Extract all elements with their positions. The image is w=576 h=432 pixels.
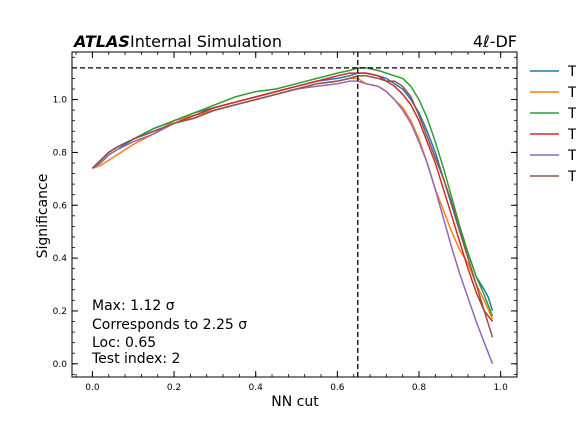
series-line-2 (92, 77, 494, 320)
x-tick-label: 0.8 (412, 383, 427, 393)
legend-label-5: T (567, 148, 576, 164)
y-tick-label: 0.0 (53, 360, 68, 370)
annotation-max: Max: 1.12 σ (92, 298, 175, 314)
legend-label-1: T (567, 64, 576, 80)
annotation-corresponds: Corresponds to 2.25 σ (92, 317, 247, 333)
series-line-1 (91, 72, 494, 312)
legend-label-4: T (567, 127, 576, 143)
x-tick-label: 0.0 (85, 383, 100, 393)
x-tick-label: 1.0 (494, 383, 509, 393)
y-tick-label: 0.6 (53, 201, 68, 211)
series-line-6 (91, 75, 494, 338)
y-tick-label: 1.0 (53, 96, 68, 106)
y-tick-label: 0.4 (53, 254, 68, 264)
legend-label-6: T (567, 169, 576, 185)
y-axis-label: Significance (35, 174, 51, 259)
x-axis-label: NN cut (271, 394, 319, 410)
series-lines (91, 67, 494, 365)
internal-simulation-label: Internal Simulation (130, 32, 282, 51)
atlas-label: ATLAS (72, 32, 130, 51)
x-tick-label: 0.2 (167, 383, 181, 393)
y-tick-label: 0.8 (53, 148, 68, 158)
ticks: 0.0 0.2 0.4 0.6 0.8 1.0 0.0 0.2 0.4 0.6 0.8 1.0 (53, 52, 517, 393)
annotation-loc: Loc: 0.65 (92, 335, 156, 351)
x-tick-label: 0.4 (249, 383, 264, 393)
series-line-3 (91, 67, 494, 317)
x-tick-label: 0.6 (330, 383, 345, 393)
legend-label-2: T (567, 85, 576, 101)
legend-label-3: T (567, 106, 576, 122)
annotation-test-index: Test index: 2 (91, 351, 180, 367)
channel-label: 4ℓ-DF (473, 32, 517, 51)
max-guides (72, 52, 517, 377)
plot-frame (71, 51, 518, 378)
series-line-4 (91, 72, 494, 322)
y-tick-label: 0.2 (53, 307, 67, 317)
series-line-5 (91, 80, 494, 365)
